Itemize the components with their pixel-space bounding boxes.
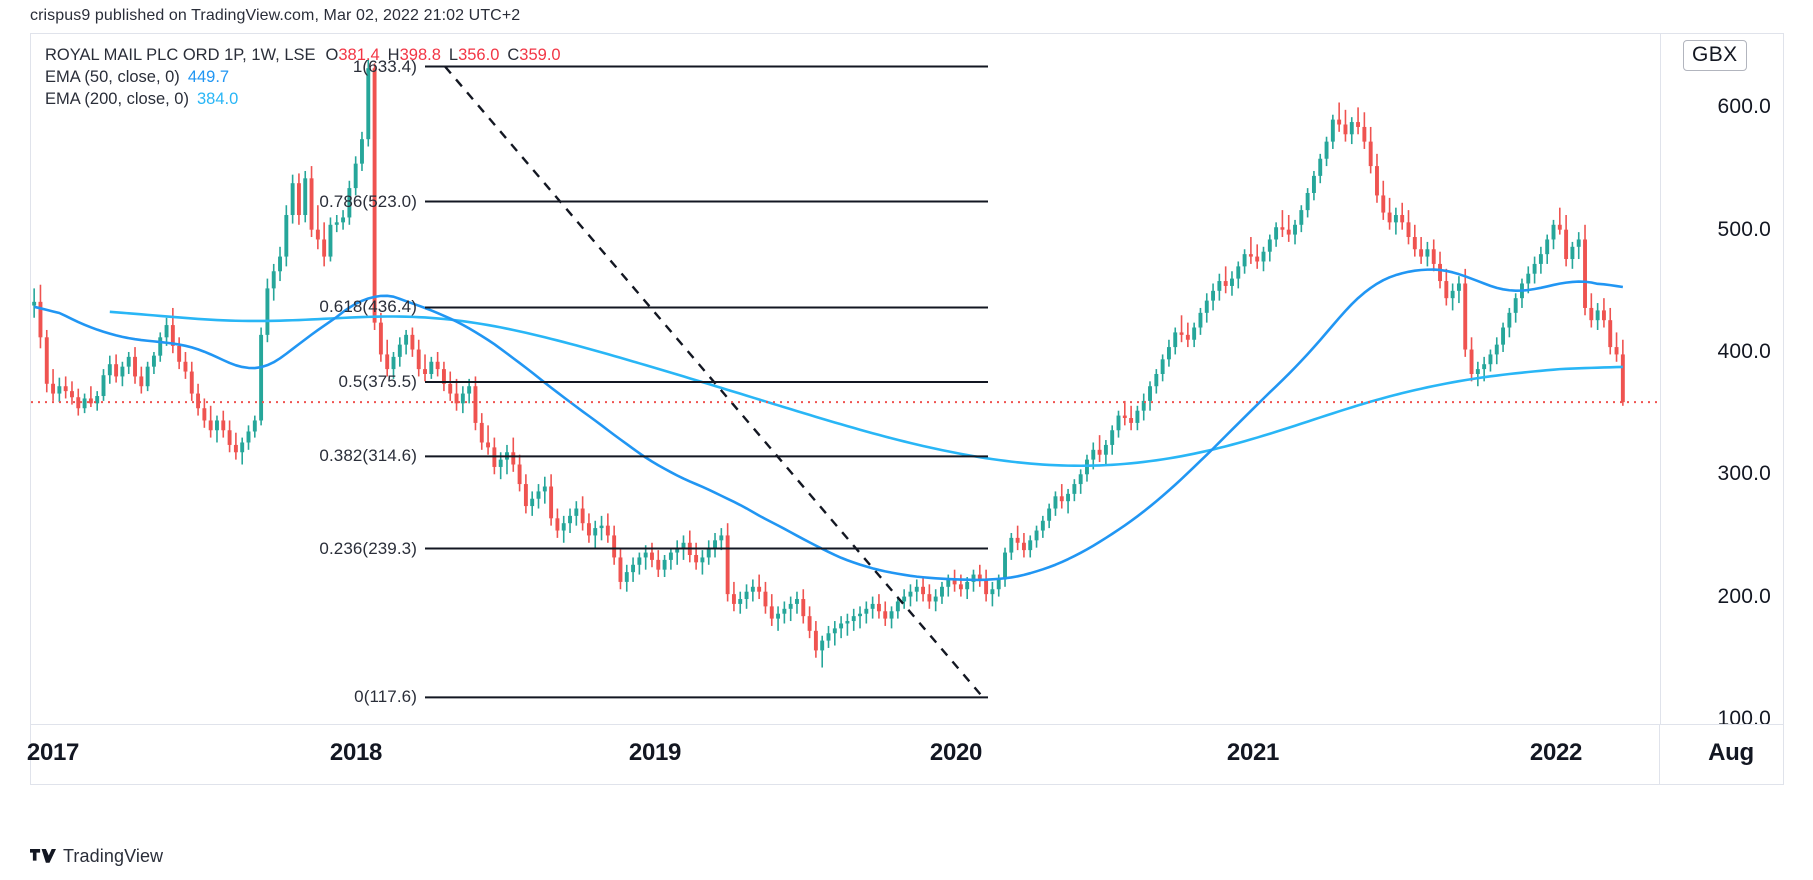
price-tick-300.0: 300.0 [1717, 462, 1771, 486]
time-tick-2021: 2021 [1226, 739, 1280, 766]
downtrend-line [444, 65, 984, 699]
fib-level-label-3: 0.5(375.5) [338, 371, 417, 391]
fib-level-label-4: 0.382(314.6) [319, 446, 417, 466]
price-plot-svg [31, 58, 1660, 699]
time-tick-2017: 2017 [26, 739, 80, 766]
ema200-line [109, 310, 1623, 468]
plot-area[interactable]: 1(633.4) 0.786(523.0) 0.618(436.4) 0.5(375.… [31, 34, 1660, 724]
price-tick-600.0: 600.0 [1717, 95, 1771, 119]
time-tick-2019: 2019 [628, 739, 682, 766]
currency-badge: GBX [1683, 40, 1747, 71]
fib-retracement [425, 65, 988, 699]
fib-level-label-1: 0.786(523.0) [319, 191, 417, 211]
tradingview-logo: TradingView [30, 846, 163, 867]
axis-separator [1659, 725, 1660, 784]
tradingview-mark-icon [30, 848, 56, 863]
price-axis[interactable]: GBX 600.0 500.0 400.0 300.0 200.0 100.0 [1660, 34, 1783, 730]
price-tick-400.0: 400.0 [1717, 339, 1771, 363]
published-byline: crispus9 published on TradingView.com, M… [30, 7, 521, 24]
time-tick-Aug: Aug [1708, 739, 1754, 766]
ema50-line [33, 268, 1624, 582]
time-tick-2018: 2018 [329, 739, 383, 766]
time-axis[interactable]: 2017 2018 2019 2020 2021 2022 Aug [27, 724, 1783, 784]
price-tick-500.0: 500.0 [1717, 217, 1771, 241]
fib-level-label-2: 0.618(436.4) [319, 297, 417, 317]
time-tick-2022: 2022 [1529, 739, 1583, 766]
fib-level-label-6: 0(117.6) [354, 687, 417, 707]
chart-frame: ROYAL MAIL PLC ORD 1P, 1W, LSE O381.4 H398… [27, 33, 1784, 785]
tradingview-wordmark: TradingView [63, 846, 164, 866]
candlestick-series [32, 58, 1625, 668]
price-tick-200.0: 200.0 [1717, 584, 1771, 608]
fib-level-label-5: 0.236(239.3) [319, 538, 417, 558]
time-tick-2020: 2020 [929, 739, 983, 766]
fib-level-label-0: 1(633.4) [352, 56, 417, 76]
